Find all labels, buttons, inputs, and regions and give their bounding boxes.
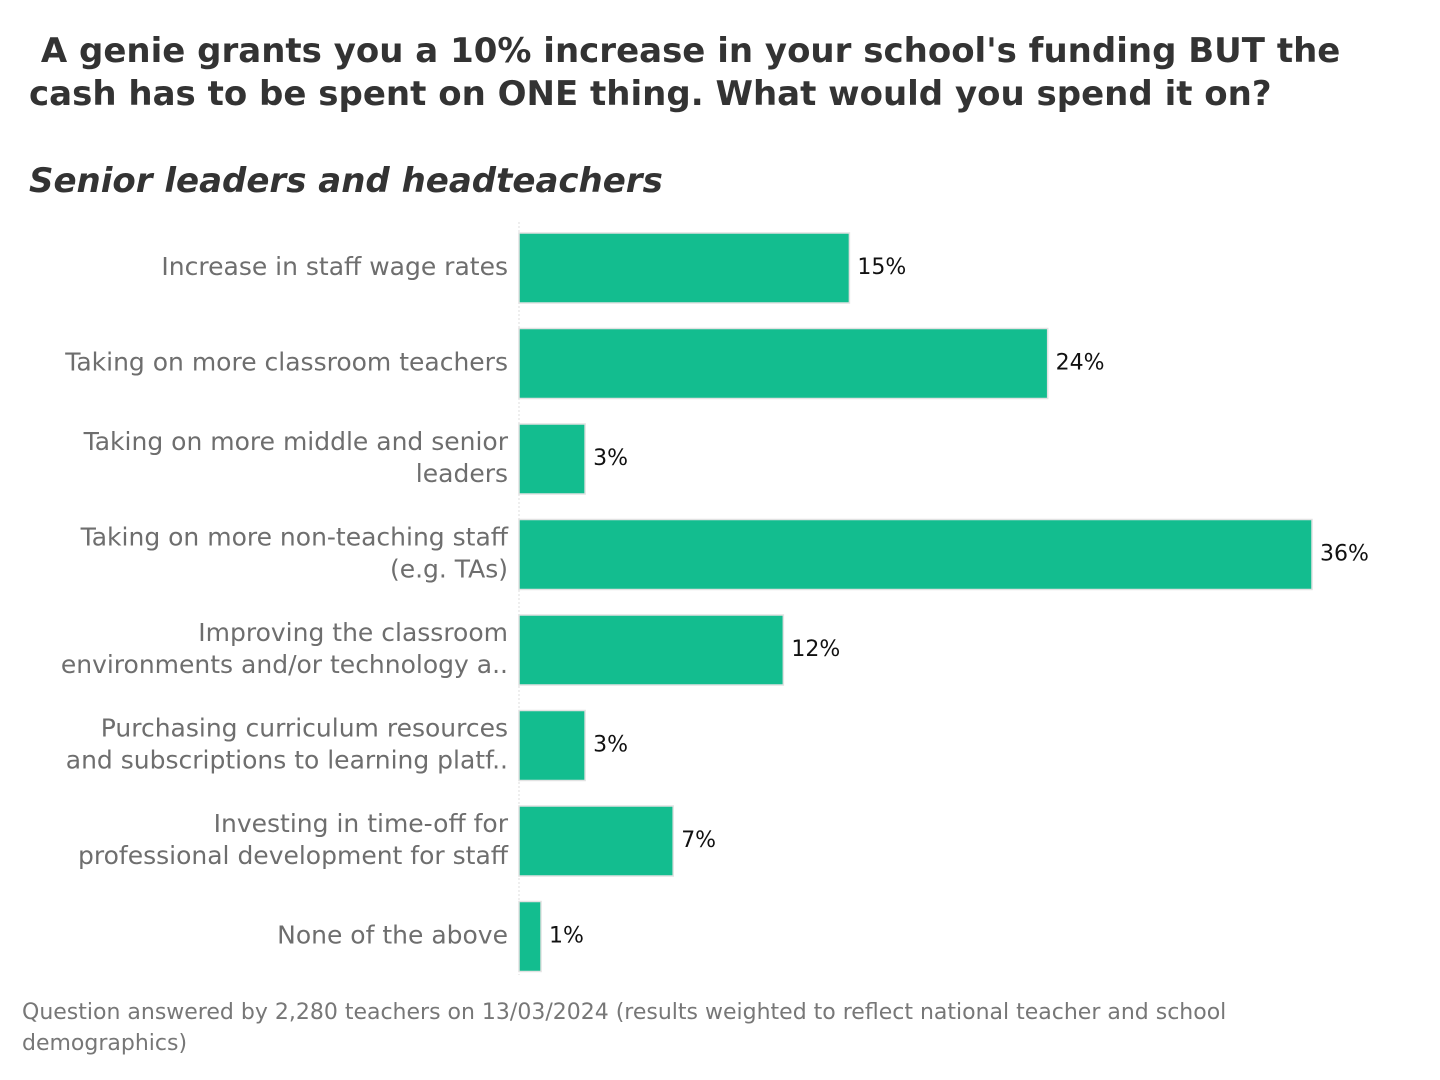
category-label: None of the above — [277, 921, 508, 950]
chart-subtitle: Senior leaders and headteachers — [29, 161, 663, 201]
bar — [518, 518, 1313, 591]
bar-value-label: 7% — [681, 828, 716, 853]
bar — [518, 232, 851, 304]
bar-value-label: 24% — [1056, 351, 1105, 376]
category-label: Taking on more non-teaching staff (e.g. T… — [80, 523, 509, 584]
bar-value-label: 15% — [857, 255, 906, 280]
bar-value-label: 3% — [593, 446, 628, 471]
bar — [518, 805, 674, 877]
bar — [518, 709, 586, 782]
chart-title: A genie grants you a 10% increase in you… — [29, 31, 1353, 114]
bar-value-label: 1% — [549, 924, 584, 949]
category-label: Investing in time-off for professional de… — [78, 809, 509, 870]
bar-value-label: 36% — [1320, 542, 1369, 567]
bar — [518, 423, 586, 495]
bar-value-label: 3% — [593, 733, 628, 758]
category-label: Purchasing curriculum resources and subsc… — [66, 714, 508, 775]
footer-note: Question answered by 2,280 teachers on 1… — [22, 1000, 1227, 1056]
category-label: Taking on more middle and senior leaders — [83, 427, 509, 488]
bar-value-label: 12% — [791, 637, 840, 662]
category-label: Taking on more classroom teachers — [64, 348, 508, 377]
bar — [518, 900, 542, 973]
bar-chart: 15% Increase in staff wage rates 24% Taking… — [61, 222, 1369, 975]
bar — [518, 327, 1049, 400]
category-label: Improving the classroom environments and/… — [61, 618, 508, 679]
bar — [518, 614, 785, 686]
category-label: Increase in staff wage rates — [161, 252, 508, 281]
